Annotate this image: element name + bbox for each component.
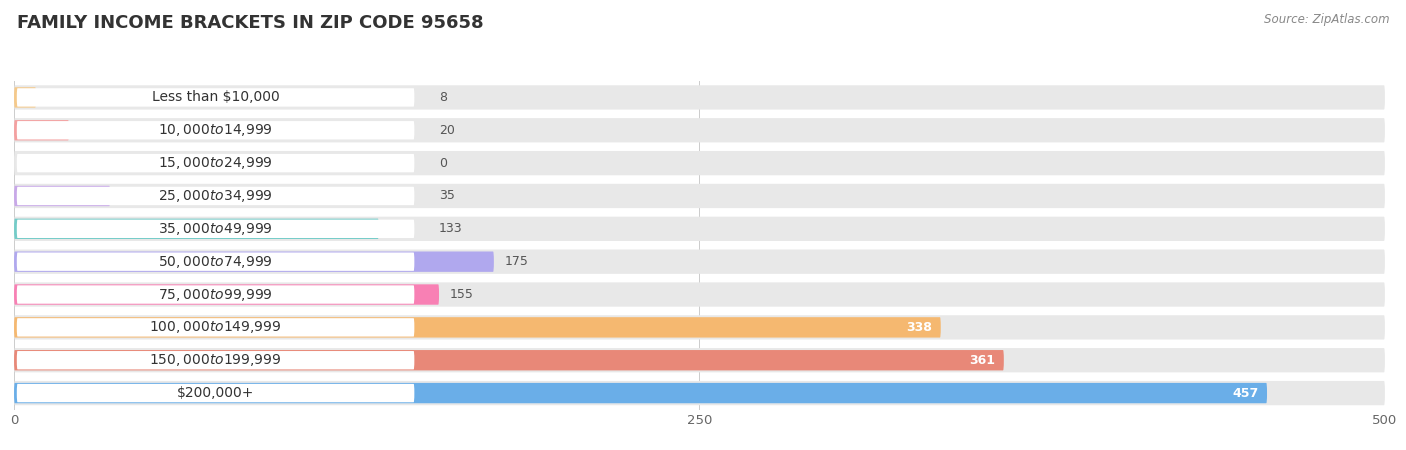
FancyBboxPatch shape — [14, 381, 1385, 405]
FancyBboxPatch shape — [17, 384, 415, 402]
Text: $25,000 to $34,999: $25,000 to $34,999 — [159, 188, 273, 204]
FancyBboxPatch shape — [14, 120, 69, 140]
Text: 175: 175 — [505, 255, 529, 268]
FancyBboxPatch shape — [17, 285, 415, 304]
FancyBboxPatch shape — [17, 187, 415, 205]
Text: $75,000 to $99,999: $75,000 to $99,999 — [159, 287, 273, 302]
Text: $200,000+: $200,000+ — [177, 386, 254, 400]
Text: 155: 155 — [450, 288, 474, 301]
Text: $100,000 to $149,999: $100,000 to $149,999 — [149, 320, 281, 335]
Text: 8: 8 — [439, 91, 447, 104]
FancyBboxPatch shape — [14, 118, 1385, 143]
FancyBboxPatch shape — [14, 252, 494, 272]
FancyBboxPatch shape — [17, 252, 415, 271]
FancyBboxPatch shape — [14, 219, 378, 239]
Text: 0: 0 — [439, 157, 447, 170]
FancyBboxPatch shape — [17, 88, 415, 107]
Text: $35,000 to $49,999: $35,000 to $49,999 — [159, 221, 273, 237]
Text: $50,000 to $74,999: $50,000 to $74,999 — [159, 254, 273, 270]
FancyBboxPatch shape — [17, 121, 415, 140]
Text: FAMILY INCOME BRACKETS IN ZIP CODE 95658: FAMILY INCOME BRACKETS IN ZIP CODE 95658 — [17, 14, 484, 32]
Text: 133: 133 — [439, 222, 463, 235]
FancyBboxPatch shape — [14, 315, 1385, 340]
FancyBboxPatch shape — [14, 284, 439, 305]
FancyBboxPatch shape — [14, 249, 1385, 274]
FancyBboxPatch shape — [14, 350, 1004, 370]
FancyBboxPatch shape — [14, 348, 1385, 373]
Text: $10,000 to $14,999: $10,000 to $14,999 — [159, 122, 273, 138]
Text: Source: ZipAtlas.com: Source: ZipAtlas.com — [1264, 14, 1389, 27]
FancyBboxPatch shape — [14, 216, 1385, 241]
FancyBboxPatch shape — [14, 184, 1385, 208]
FancyBboxPatch shape — [14, 87, 37, 108]
FancyBboxPatch shape — [14, 282, 1385, 307]
FancyBboxPatch shape — [14, 85, 1385, 110]
FancyBboxPatch shape — [14, 151, 1385, 176]
FancyBboxPatch shape — [17, 154, 415, 172]
FancyBboxPatch shape — [14, 383, 1267, 403]
Text: $150,000 to $199,999: $150,000 to $199,999 — [149, 352, 281, 368]
Text: 35: 35 — [439, 189, 456, 202]
Text: 338: 338 — [907, 321, 932, 334]
FancyBboxPatch shape — [17, 220, 415, 238]
Text: Less than $10,000: Less than $10,000 — [152, 90, 280, 104]
FancyBboxPatch shape — [14, 317, 941, 338]
Text: 457: 457 — [1233, 387, 1258, 400]
Text: $15,000 to $24,999: $15,000 to $24,999 — [159, 155, 273, 171]
FancyBboxPatch shape — [14, 186, 110, 206]
FancyBboxPatch shape — [17, 318, 415, 337]
FancyBboxPatch shape — [17, 351, 415, 369]
Text: 361: 361 — [970, 354, 995, 367]
Text: 20: 20 — [439, 124, 456, 137]
